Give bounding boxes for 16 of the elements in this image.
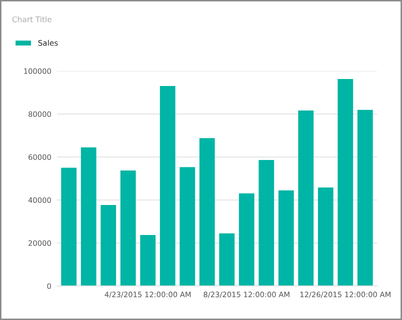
bar <box>140 235 156 286</box>
bar <box>199 138 215 286</box>
bar <box>338 78 354 286</box>
bar <box>160 86 176 286</box>
bar <box>180 167 196 286</box>
bar <box>100 204 116 286</box>
bar <box>357 110 373 286</box>
bar <box>318 188 334 286</box>
bar <box>80 147 96 286</box>
bar <box>120 170 136 286</box>
bar <box>298 110 314 286</box>
bar <box>219 233 235 286</box>
bar <box>61 168 77 286</box>
bar <box>278 190 294 286</box>
bar <box>238 193 254 286</box>
bar <box>258 160 274 286</box>
